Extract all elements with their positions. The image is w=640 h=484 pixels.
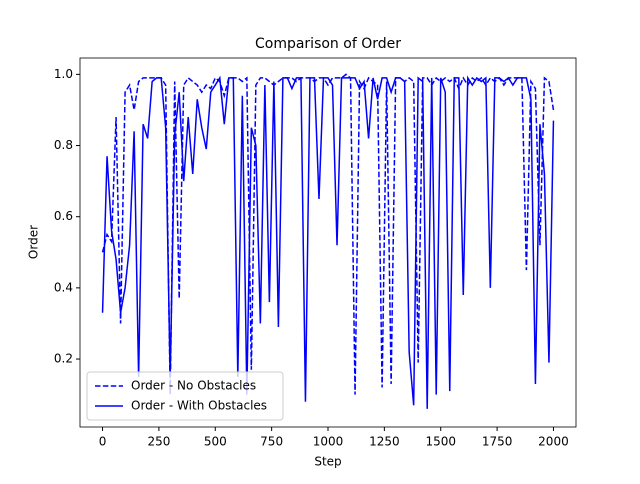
legend-label: Order - No Obstacles	[131, 379, 256, 393]
chart-title: Comparison of Order	[255, 36, 401, 52]
x-tick-label: 750	[260, 435, 283, 449]
x-tick-label: 500	[204, 435, 227, 449]
x-tick-label: 1750	[482, 435, 513, 449]
y-tick-label: 0.2	[54, 352, 73, 366]
x-axis-label: Step	[314, 455, 341, 469]
x-tick-label: 1000	[313, 435, 344, 449]
y-tick-label: 0.6	[54, 209, 73, 223]
y-tick-label: 1.0	[54, 67, 73, 81]
y-axis-label: Order	[27, 225, 41, 259]
series-line	[101, 75, 555, 409]
legend-box	[86, 371, 284, 421]
legend-label: Order - With Obstacles	[131, 399, 267, 413]
x-tick-label: 2000	[538, 435, 569, 449]
y-tick-label: 0.4	[54, 280, 73, 294]
x-tick-label: 0	[99, 435, 107, 449]
x-tick-label: 1500	[425, 435, 456, 449]
x-tick-label: 250	[147, 435, 170, 449]
series-line	[101, 73, 555, 395]
x-tick-label: 1250	[369, 435, 400, 449]
y-tick-label: 0.8	[54, 138, 73, 152]
plot-frame	[79, 57, 577, 428]
